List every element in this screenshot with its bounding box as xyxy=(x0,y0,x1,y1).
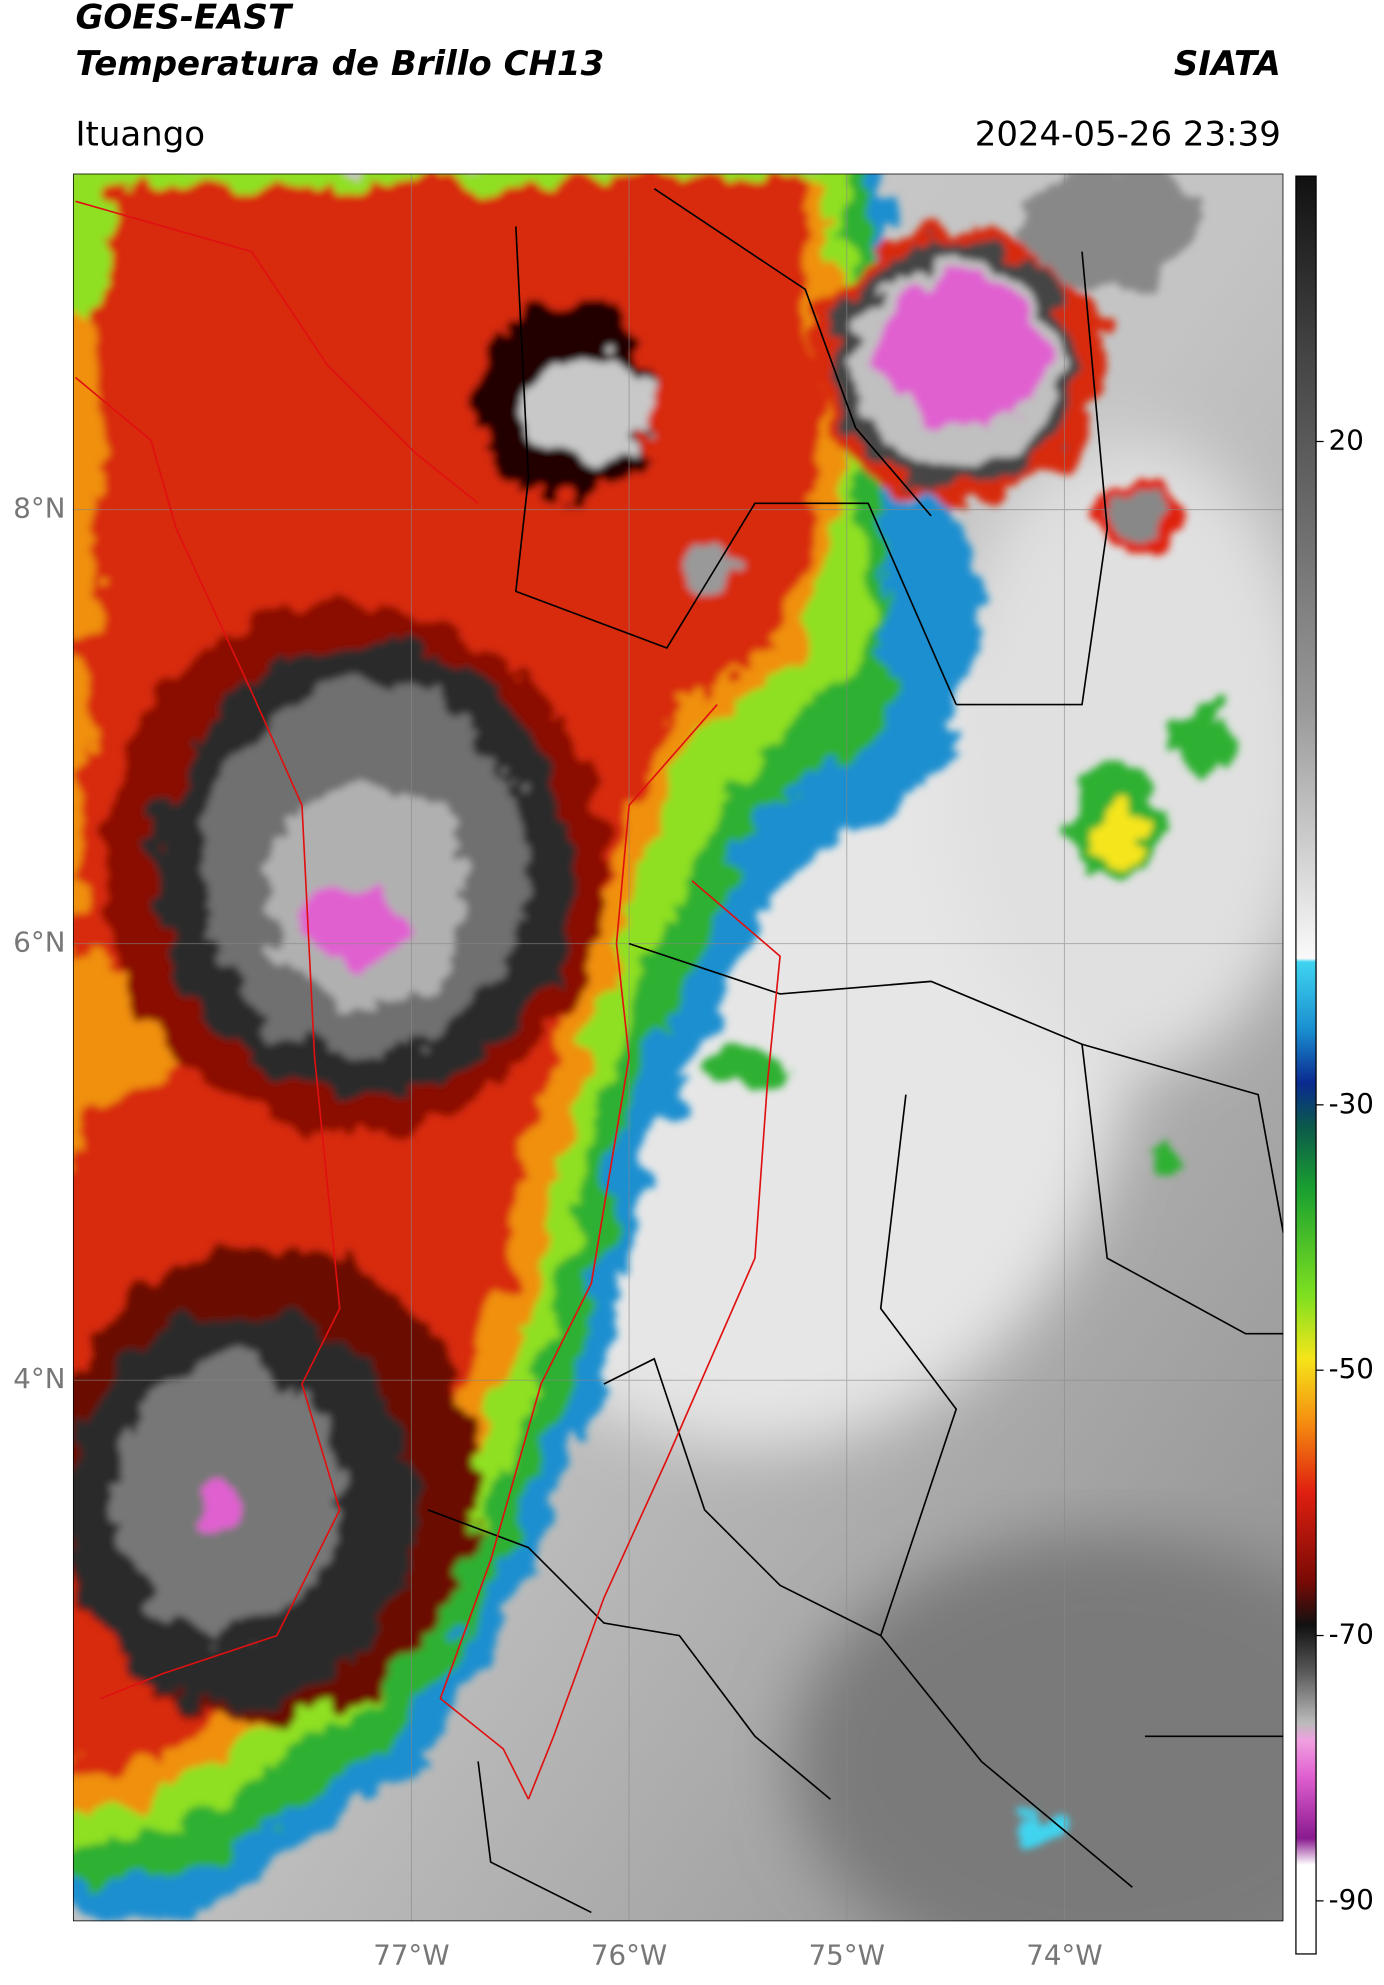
colorbar-scale xyxy=(1295,175,1317,1955)
colorbar-tick-label: -90 xyxy=(1329,1883,1374,1916)
location: Ituango xyxy=(75,114,205,154)
region-boundary xyxy=(74,200,781,1800)
lat-labels: 8°N 6°N 4°N xyxy=(13,492,65,1396)
title: GOES-EAST xyxy=(75,0,293,37)
organization: SIATA xyxy=(1174,44,1281,84)
lon-label: 77°W xyxy=(373,1938,449,1971)
colorbar-tick-label: -30 xyxy=(1329,1087,1374,1120)
subtitle: Temperatura de Brillo CH13 xyxy=(75,44,604,84)
lat-label: 8°N xyxy=(13,492,65,525)
boundaries xyxy=(427,188,1284,1914)
lon-label: 75°W xyxy=(809,1938,885,1971)
datetime: 2024-05-26 23:39 xyxy=(975,114,1281,154)
satellite-map xyxy=(72,173,1284,1922)
lon-label: 76°W xyxy=(591,1938,667,1971)
colorbar-tick-label: -50 xyxy=(1329,1352,1374,1385)
lat-label: 6°N xyxy=(13,926,65,959)
lat-label: 4°N xyxy=(13,1362,65,1395)
colorbar: 20 -30 -50 -70 -90 xyxy=(1295,175,1374,1955)
graticule xyxy=(72,173,1284,1922)
lon-labels: 77°W 76°W 75°W 74°W xyxy=(373,1938,1102,1971)
colorbar-tick-label: 20 xyxy=(1329,423,1364,456)
lon-label: 74°W xyxy=(1026,1938,1102,1971)
colorbar-tick-label: -70 xyxy=(1329,1618,1374,1651)
